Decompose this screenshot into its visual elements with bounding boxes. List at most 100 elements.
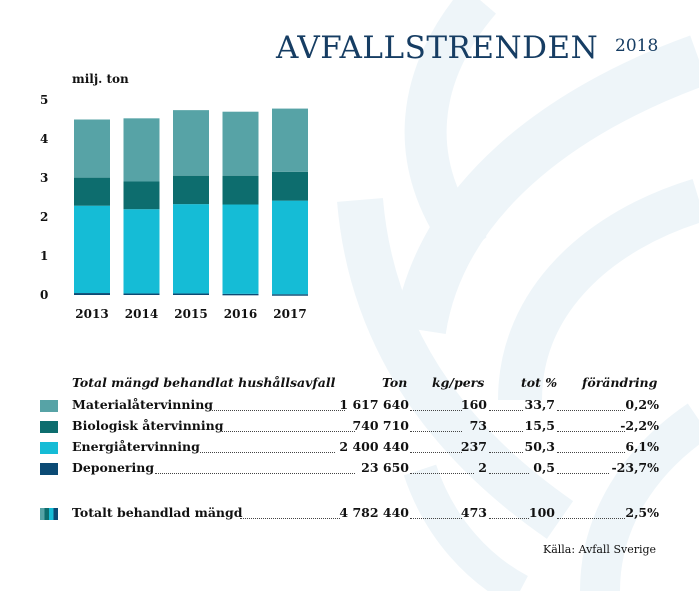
bar-segment [272, 108, 308, 172]
x-tick-label: 2014 [125, 307, 158, 321]
row-label: Biologisk återvinning [72, 418, 224, 433]
leader-dots [489, 473, 529, 474]
row-kg: 237 [460, 439, 487, 454]
row-change: -23,7% [611, 460, 659, 475]
leader-dots [557, 431, 625, 432]
y-tick-label: 5 [40, 93, 48, 107]
total-kg: 473 [460, 505, 487, 520]
leader-dots [155, 473, 355, 474]
row-kg: 160 [460, 397, 487, 412]
y-tick-label: 1 [40, 249, 48, 263]
bar-segment [173, 204, 209, 294]
row-label: Energiåtervinning [72, 439, 200, 454]
bar-segment [123, 293, 160, 295]
row-tot: 0,5 [533, 460, 555, 475]
leader-dots [410, 452, 462, 453]
table-header-ton: Ton [382, 375, 408, 390]
bar-segment [123, 118, 160, 182]
table-row: Energiåtervinning 2 400 440 237 50,3 6,1… [0, 439, 699, 459]
table-header-change: förändring [582, 375, 658, 390]
bar-segment [272, 171, 308, 201]
row-kg: 2 [478, 460, 487, 475]
row-ton: 23 650 [361, 460, 409, 475]
x-tick-label: 2017 [273, 307, 306, 321]
total-label: Totalt behandlad mängd [72, 505, 243, 520]
table-row: Biologisk återvinning 740 710 73 15,5 -2… [0, 418, 699, 438]
bar-segment [173, 110, 209, 176]
page-title: AVFALLSTRENDEN [276, 30, 599, 66]
table-total-row: Totalt behandlad mängd 4 782 440 473 100… [0, 505, 699, 525]
leader-dots [489, 431, 523, 432]
bar-segment [173, 293, 209, 295]
leader-dots [489, 410, 523, 411]
x-axis-ticks: 2013 2014 2015 2016 2017 [75, 307, 306, 321]
row-label: Deponering [72, 460, 155, 475]
bar-segment [222, 175, 259, 205]
leader-dots [200, 452, 335, 453]
total-tot: 100 [528, 505, 555, 520]
bar-segment [272, 294, 308, 296]
leader-dots [557, 518, 625, 519]
y-axis-label: milj. ton [72, 72, 129, 86]
legend-swatch-biologisk [40, 421, 58, 433]
leader-dots [410, 473, 474, 474]
row-tot: 15,5 [524, 418, 555, 433]
leader-dots [557, 410, 625, 411]
bar-segment [222, 293, 259, 296]
y-axis-ticks: 0 1 2 3 4 5 [40, 93, 48, 302]
leader-dots [410, 410, 462, 411]
x-tick-label: 2015 [174, 307, 207, 321]
total-change: 2,5% [625, 505, 659, 520]
bar-segment [123, 209, 160, 294]
bar-segment [74, 177, 110, 206]
leader-dots [220, 431, 355, 432]
row-kg: 73 [469, 418, 487, 433]
table-header-kg: kg/pers [432, 375, 485, 390]
legend-swatch-energi [40, 442, 58, 454]
row-ton: 740 710 [352, 418, 409, 433]
row-change: -2,2% [620, 418, 659, 433]
y-tick-label: 2 [40, 210, 48, 224]
x-tick-label: 2016 [224, 307, 257, 321]
row-change: 0,2% [625, 397, 659, 412]
table-row: Materialåtervinning 1 617 640 160 33,7 0… [0, 397, 699, 417]
leader-dots [489, 518, 529, 519]
row-tot: 50,3 [524, 439, 555, 454]
x-tick-label: 2013 [75, 307, 108, 321]
row-ton: 2 400 440 [339, 439, 409, 454]
row-label: Materialåtervinning [72, 397, 214, 412]
bar-segment [272, 200, 308, 295]
bar-segment [222, 204, 259, 294]
table-row: Deponering 23 650 2 0,5 -23,7% [0, 460, 699, 480]
row-change: 6,1% [625, 439, 659, 454]
table-header-tot: tot % [521, 375, 558, 390]
bars [74, 108, 308, 296]
leader-dots [489, 452, 523, 453]
title-year: 2018 [615, 36, 659, 56]
leader-dots [557, 452, 625, 453]
y-tick-label: 3 [40, 171, 48, 185]
legend-swatch-materialatervinning [40, 400, 58, 412]
leader-dots [240, 518, 340, 519]
row-tot: 33,7 [524, 397, 555, 412]
leader-dots [210, 410, 345, 411]
row-ton: 1 617 640 [339, 397, 409, 412]
leader-dots [557, 473, 609, 474]
bar-segment [74, 119, 110, 178]
legend-swatch-deponering [40, 463, 58, 475]
leader-dots [410, 431, 462, 432]
bar-segment [74, 293, 110, 295]
source-note: Källa: Avfall Sverige [543, 543, 657, 556]
bar-segment [173, 175, 209, 205]
y-tick-label: 0 [40, 288, 48, 302]
y-tick-label: 4 [40, 132, 48, 146]
bar-segment [74, 205, 110, 294]
bar-segment [222, 111, 259, 176]
leader-dots [410, 518, 462, 519]
legend-swatch-total [40, 508, 58, 520]
table-header-label: Total mängd behandlat hushållsavfall [72, 375, 336, 390]
bar-segment [123, 181, 160, 210]
total-ton: 4 782 440 [339, 505, 409, 520]
